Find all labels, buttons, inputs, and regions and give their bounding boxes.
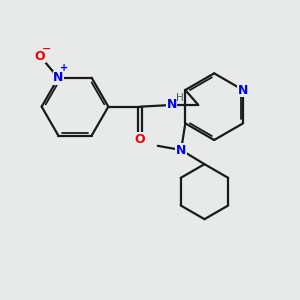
- Text: O: O: [35, 50, 45, 63]
- Text: H: H: [176, 93, 184, 103]
- Text: O: O: [135, 133, 145, 146]
- Text: N: N: [238, 83, 248, 97]
- Text: N: N: [53, 71, 64, 84]
- Text: N: N: [167, 98, 177, 112]
- Text: N: N: [176, 143, 186, 157]
- Text: −: −: [42, 44, 51, 54]
- Text: +: +: [60, 63, 68, 73]
